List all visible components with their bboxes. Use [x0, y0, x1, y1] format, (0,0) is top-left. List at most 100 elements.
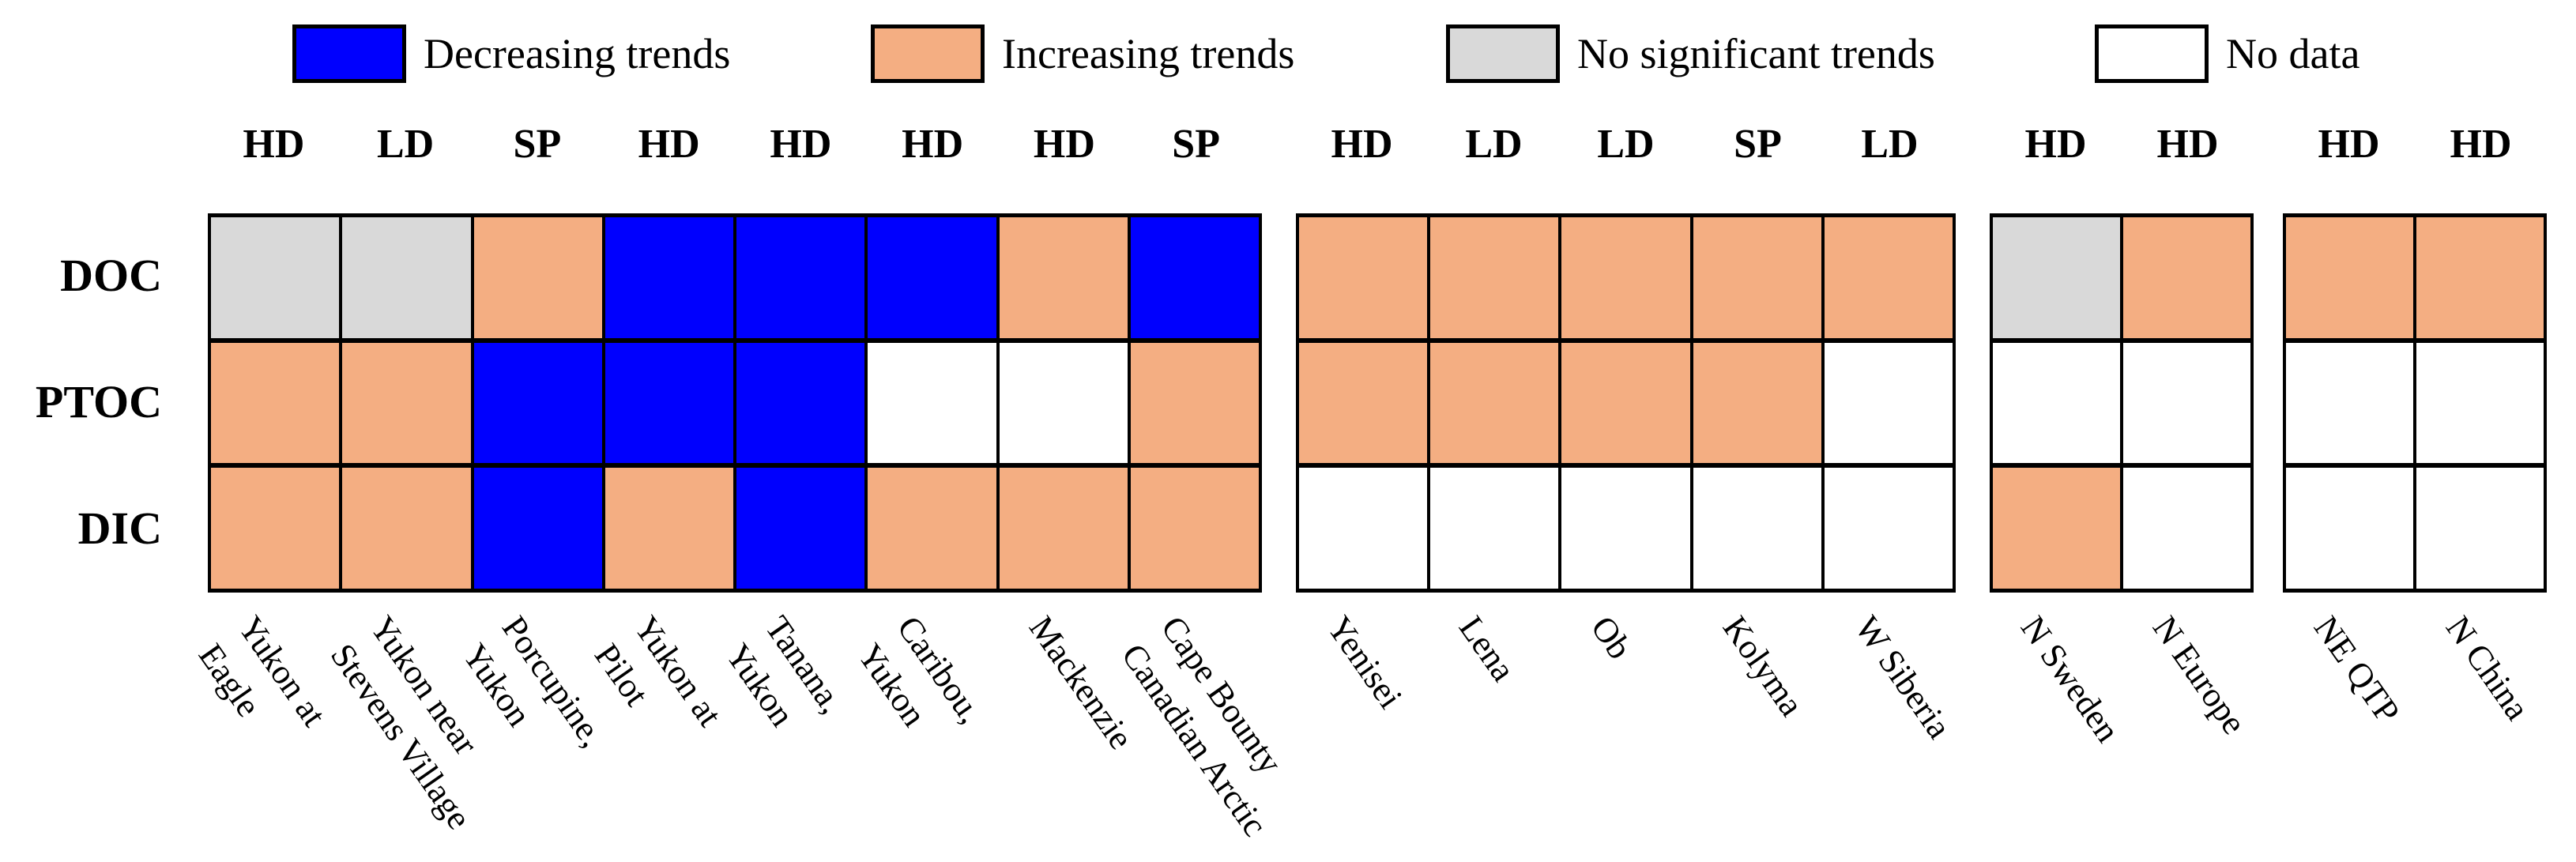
- column-type-header: HD: [2024, 122, 2087, 167]
- column-type-header: HD: [902, 122, 964, 167]
- legend-swatch-no-significant: [1446, 24, 1560, 83]
- trend-cell: [341, 465, 473, 591]
- column-type-header: SP: [1734, 122, 1782, 167]
- trend-cell: [472, 215, 604, 341]
- column-type-header: HD: [2156, 122, 2219, 167]
- trend-cell: [997, 215, 1129, 341]
- trend-cell: [2122, 215, 2252, 341]
- trend-cell: [472, 465, 604, 591]
- column-type-header: LD: [377, 122, 435, 167]
- trend-cell: [603, 465, 735, 591]
- trend-cell: [735, 465, 867, 591]
- column-type-header: HD: [1033, 122, 1095, 167]
- trend-cell: [2284, 340, 2415, 466]
- trend-cell: [2122, 465, 2252, 591]
- trend-cell: [735, 215, 867, 341]
- trend-cell: [603, 340, 735, 466]
- trend-cell: [866, 215, 998, 341]
- site-label: N Sweden: [2013, 608, 2127, 750]
- legend-label: Increasing trends: [1002, 30, 1295, 77]
- site-label: Yukon at Eagle: [191, 608, 334, 734]
- trend-cell: [209, 465, 341, 591]
- heatmap-group-3: [1990, 213, 2254, 593]
- column-type-header: HD: [243, 122, 305, 167]
- trend-cell: [1297, 465, 1429, 591]
- column-type-header: HD: [638, 122, 700, 167]
- column-type-header: HD: [1331, 122, 1393, 167]
- heatmap-group-4: [2283, 213, 2547, 593]
- trend-cell: [1128, 465, 1260, 591]
- trend-cell: [2415, 340, 2545, 466]
- trend-cell: [1991, 465, 2122, 591]
- trend-cell: [341, 215, 473, 341]
- trend-cell: [1991, 215, 2122, 341]
- column-type-header: SP: [513, 122, 562, 167]
- trend-cell: [866, 340, 998, 466]
- heatmap-group-2: [1296, 213, 1956, 593]
- legend-item-no-significant: No significant trends: [1446, 22, 1935, 85]
- trend-cell: [2284, 215, 2415, 341]
- site-label: Yenisei: [1319, 608, 1410, 716]
- trend-cell: [735, 340, 867, 466]
- trend-cell: [1429, 465, 1561, 591]
- site-label: W Siberia: [1847, 608, 1959, 746]
- legend-item-no-data: No data: [2095, 22, 2359, 85]
- trend-cell: [1128, 340, 1260, 466]
- trend-cell: [472, 340, 604, 466]
- trend-cell: [1297, 340, 1429, 466]
- trend-cell: [997, 340, 1129, 466]
- trend-cell: [1429, 340, 1561, 466]
- column-type-header: HD: [2450, 122, 2512, 167]
- trend-cell: [1991, 340, 2122, 466]
- trend-cell: [1691, 340, 1823, 466]
- trend-cell: [1822, 215, 1954, 341]
- column-type-header: HD: [770, 122, 832, 167]
- site-label: Tanana, Yukon: [718, 608, 853, 733]
- trend-cell: [997, 465, 1129, 591]
- trend-cell: [1822, 465, 1954, 591]
- row-label-dic: DIC: [77, 503, 162, 554]
- legend-label: No significant trends: [1577, 30, 1935, 77]
- heatmap-group-1: [208, 213, 1262, 593]
- trend-cell: [1560, 465, 1692, 591]
- trend-cell: [341, 340, 473, 466]
- trend-cell: [1560, 215, 1692, 341]
- legend-item-decreasing: Decreasing trends: [292, 22, 730, 85]
- trend-cell: [2122, 340, 2252, 466]
- legend-item-increasing: Increasing trends: [871, 22, 1294, 85]
- legend-swatch-increasing: [871, 24, 985, 83]
- trend-cell: [1429, 215, 1561, 341]
- trend-cell: [603, 215, 735, 341]
- trend-cell: [2284, 465, 2415, 591]
- site-label: Ob: [1583, 608, 1640, 667]
- column-type-header: SP: [1172, 122, 1220, 167]
- trend-cell: [1691, 465, 1823, 591]
- column-type-header: LD: [1861, 122, 1919, 167]
- row-label-doc: DOC: [60, 250, 162, 301]
- column-type-header: HD: [2318, 122, 2380, 167]
- legend-swatch-no-data: [2095, 24, 2209, 83]
- row-label-ptoc: PTOC: [35, 376, 162, 427]
- trend-cell: [866, 465, 998, 591]
- site-label: Caribou, Yukon: [850, 608, 991, 733]
- trend-cell: [209, 215, 341, 341]
- site-label: Lena: [1451, 608, 1523, 689]
- trend-cell: [1560, 340, 1692, 466]
- trend-cell: [1128, 215, 1260, 341]
- legend-label: No data: [2226, 30, 2360, 77]
- site-label: Kolyma: [1715, 608, 1811, 724]
- trend-cell: [2415, 215, 2545, 341]
- legend-swatch-decreasing: [292, 24, 406, 83]
- trend-cell: [209, 340, 341, 466]
- site-label: N China: [2438, 608, 2537, 728]
- trend-cell: [1822, 340, 1954, 466]
- column-type-header: LD: [1597, 122, 1655, 167]
- trend-cell: [1297, 215, 1429, 341]
- site-label: N Europe: [2145, 608, 2254, 742]
- legend-label: Decreasing trends: [424, 30, 731, 77]
- column-type-header: LD: [1465, 122, 1523, 167]
- trend-cell: [1691, 215, 1823, 341]
- trend-cell: [2415, 465, 2545, 591]
- site-label: Yukon at Pilot: [586, 608, 729, 734]
